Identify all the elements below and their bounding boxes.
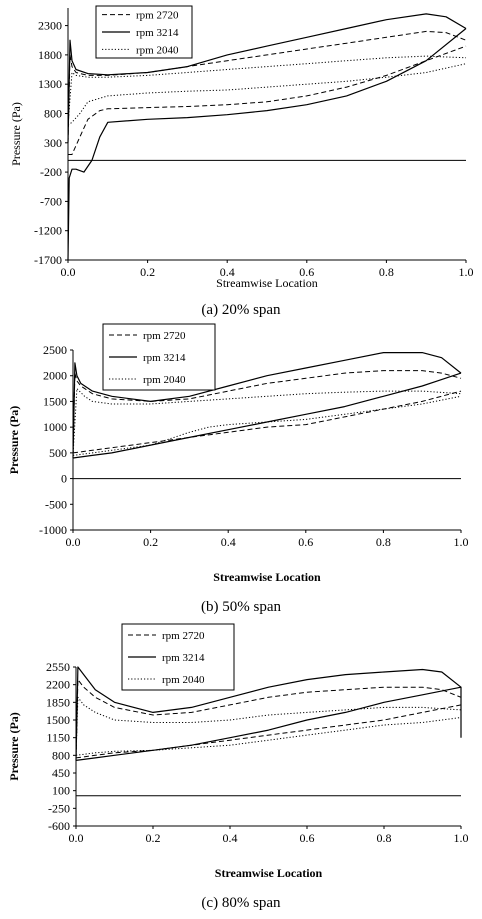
y-tick-label: -700	[40, 194, 62, 208]
series-line-rpm-2040-lower	[75, 717, 462, 756]
legend-label: rpm 2040	[162, 674, 205, 686]
series-line-rpm-3214-upper	[67, 13, 467, 143]
series-line-rpm-3214-lower	[75, 686, 462, 761]
y-tick-label: 800	[52, 748, 70, 762]
x-tick-label: 1.0	[459, 265, 474, 279]
legend-label: rpm 2720	[162, 630, 205, 642]
y-tick-label: 800	[44, 106, 62, 120]
x-tick-label: 0.4	[221, 535, 236, 549]
x-tick-label: 0.6	[300, 831, 315, 845]
y-axis-label: Pressure (Pa)	[9, 102, 23, 166]
y-tick-label: 0	[61, 472, 67, 486]
y-tick-label: 2500	[43, 343, 67, 357]
series-line-rpm-3214-lower	[67, 28, 467, 261]
legend-label: rpm 2040	[136, 44, 179, 56]
legend-label: rpm 3214	[136, 27, 179, 39]
x-tick-label: 0.0	[69, 831, 84, 845]
x-tick-label: 0.8	[379, 265, 394, 279]
series-line-rpm-2040-lower	[67, 63, 467, 126]
legend: rpm 2720 rpm 3214 rpm 2040	[121, 623, 235, 691]
legend-label: rpm 3214	[162, 652, 205, 664]
y-tick-label: 450	[52, 766, 70, 780]
x-axis-label: Streamwise Location	[213, 570, 321, 584]
y-tick-label: 1000	[43, 420, 67, 434]
series-line-rpm-2720-upper	[67, 30, 467, 143]
x-tick-label: 0.4	[220, 265, 235, 279]
y-tick-label: 1850	[46, 695, 70, 709]
y-tick-label: 2000	[43, 369, 67, 383]
x-tick-label: 0.8	[377, 831, 392, 845]
x-tick-label: 0.2	[140, 265, 155, 279]
y-tick-label: 300	[44, 136, 62, 150]
series-line-rpm-2040-lower	[72, 395, 462, 456]
x-axis-label: Streamwise Location	[215, 866, 323, 880]
y-tick-label: -500	[45, 497, 67, 511]
y-tick-label: 1800	[38, 48, 62, 62]
y-tick-label: -250	[48, 801, 70, 815]
x-tick-label: 0.6	[299, 265, 314, 279]
y-tick-label: 100	[52, 784, 70, 798]
legend-label: rpm 2040	[143, 374, 186, 386]
legend-label: rpm 2720	[143, 330, 186, 342]
legend: rpm 2720 rpm 3214 rpm 2040	[102, 323, 216, 391]
x-axis-label: Streamwise Location	[216, 276, 318, 290]
y-tick-label: -1700	[34, 253, 62, 267]
y-tick-label: 500	[49, 446, 67, 460]
y-axis-label: Pressure (Pa)	[7, 712, 21, 781]
series-line-rpm-2040-upper	[67, 55, 467, 126]
series-line-rpm-2720-upper	[75, 679, 462, 758]
y-axis-label: Pressure (Pa)	[7, 406, 21, 475]
x-tick-label: 1.0	[454, 535, 469, 549]
series-line-rpm-2720-lower	[72, 390, 462, 454]
y-tick-label: -1000	[39, 523, 67, 537]
series-line-rpm-3214-lower	[72, 372, 462, 459]
x-tick-label: 0.6	[298, 535, 313, 549]
y-tick-label: 1500	[43, 394, 67, 408]
series-line-rpm-3214-upper	[75, 666, 462, 761]
y-tick-label: 1500	[46, 713, 70, 727]
y-tick-label: 2550	[46, 660, 70, 674]
panel-caption: (b) 50% span	[201, 599, 281, 615]
x-tick-label: 0.0	[66, 535, 81, 549]
series-line-rpm-3214-upper	[72, 352, 462, 459]
series-line-rpm-2040-upper	[75, 696, 462, 756]
panel-caption: (a) 20% span	[201, 302, 281, 318]
panel-caption: (c) 80% span	[201, 895, 281, 911]
x-tick-label: 1.0	[454, 831, 469, 845]
series-line-rpm-2040-upper	[72, 388, 462, 456]
x-tick-label: 0.2	[146, 831, 161, 845]
y-tick-label: -600	[48, 819, 70, 833]
y-tick-label: 2200	[46, 678, 70, 692]
y-tick-label: 1150	[46, 731, 70, 745]
legend: rpm 2720 rpm 3214 rpm 2040	[95, 5, 193, 59]
y-tick-label: 1300	[38, 77, 62, 91]
x-tick-label: 0.4	[223, 831, 238, 845]
y-tick-label: -200	[40, 165, 62, 179]
series-line-rpm-2720-lower	[68, 45, 467, 155]
legend-label: rpm 3214	[143, 352, 186, 364]
series-line-rpm-2720-lower	[75, 704, 462, 759]
y-tick-label: -1200	[34, 224, 62, 238]
x-tick-label: 0.2	[143, 535, 158, 549]
x-tick-label: 0.0	[61, 265, 76, 279]
chart-panel-3: 2550 2200 1850 1500 1150 800 450 100 -250 -6000.0…	[7, 623, 469, 911]
x-tick-label: 0.8	[376, 535, 391, 549]
legend-label: rpm 2720	[136, 10, 179, 22]
series-line-rpm-2720-upper	[72, 370, 462, 453]
y-tick-label: 2300	[38, 19, 62, 33]
